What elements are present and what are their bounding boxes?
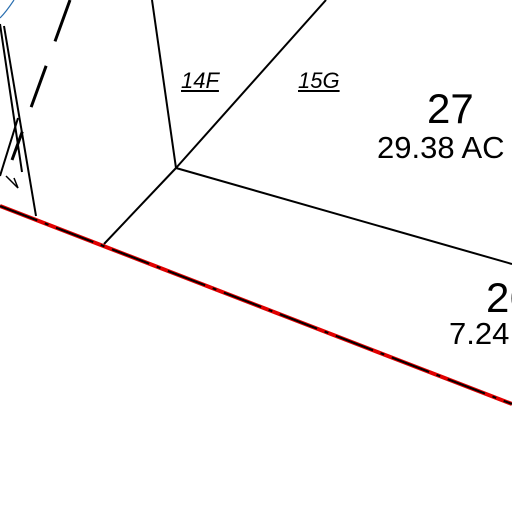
parcel-line-left-b	[3, 25, 37, 217]
property-boundary-dashes	[0, 205, 512, 405]
parcel-area-27: 29.38 AC	[377, 130, 505, 165]
water-feature-line	[0, 0, 15, 19]
parcel-number-27: 27	[427, 85, 474, 132]
lot-line-15g-diagonal	[175, 0, 327, 169]
arrow-tick	[5, 175, 19, 189]
lot-line-14f-west	[151, 0, 177, 169]
parcel-line-left-a	[0, 23, 23, 173]
lot-line-27-26-boundary	[175, 167, 512, 265]
parcel-line-left-c	[0, 117, 19, 177]
parcel-area-26: 7.24	[449, 316, 510, 351]
lot-line-south-diagonal	[103, 167, 177, 245]
parcel-number-26: 26	[486, 274, 512, 321]
sub-lot-label-14f: 14F	[181, 68, 219, 93]
sub-lot-label-15g: 15G	[298, 68, 340, 93]
dashed-easement-line	[10, 0, 72, 161]
